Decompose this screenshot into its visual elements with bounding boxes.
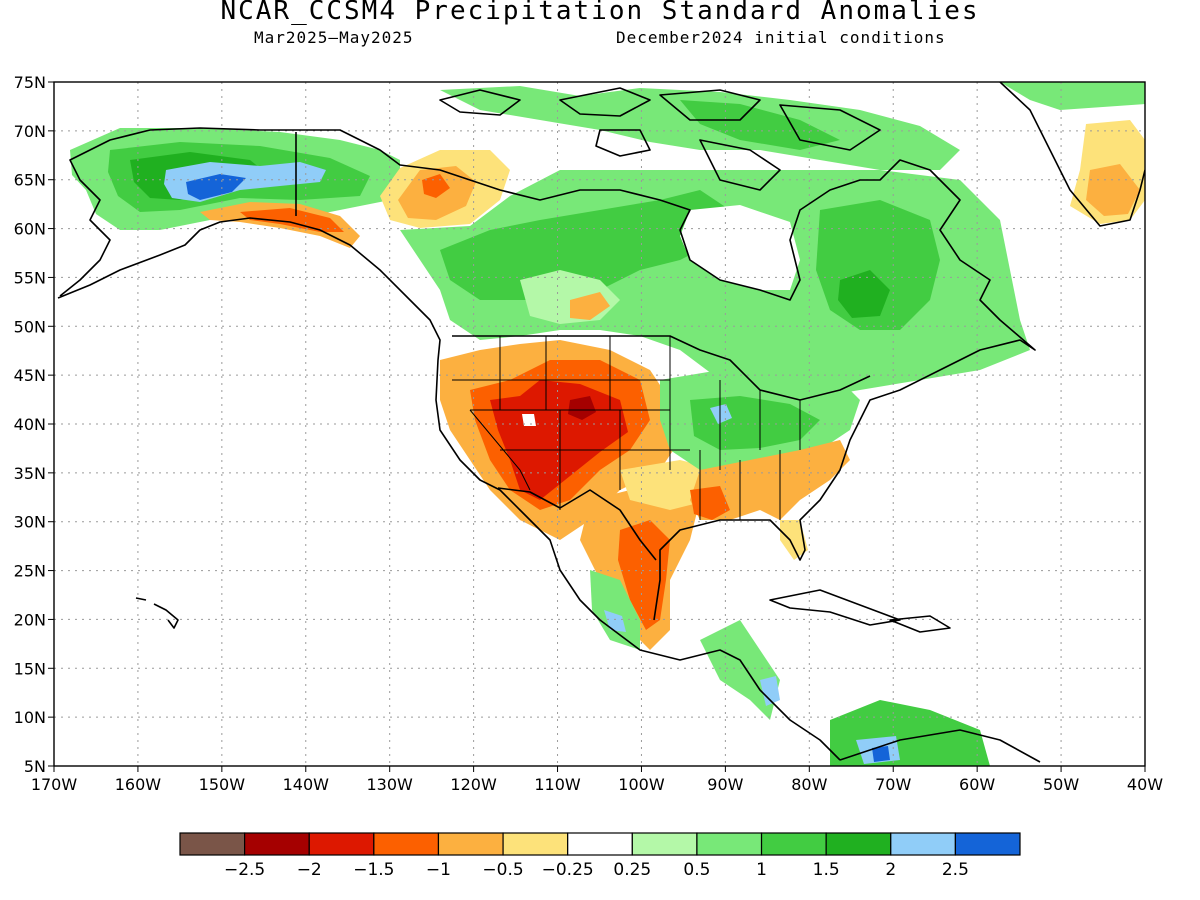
colorbar-label: −0.5 (482, 860, 523, 880)
colorbar-swatch (567, 832, 633, 856)
lon-tick-label: 80W (791, 775, 827, 794)
lat-tick-label: 75N (14, 73, 46, 92)
lat-tick-label: 40N (14, 415, 46, 434)
state-lines (452, 336, 801, 520)
lat-tick-label: 15N (14, 659, 46, 678)
colorbar-swatch (373, 832, 440, 856)
central-am-blue (760, 676, 780, 706)
colorbar-swatch (179, 832, 246, 856)
colorbar-swatch (696, 832, 763, 856)
lat-tick-label: 35N (14, 464, 46, 483)
colombia-deep-blue (872, 746, 890, 762)
plot-area (54, 82, 1145, 766)
colorbar-swatch (244, 832, 310, 856)
colorbar-label: −1.5 (353, 860, 394, 880)
coastlines (57, 82, 1145, 763)
colorbar-label: −0.25 (542, 860, 594, 880)
colorbar-swatch (631, 832, 698, 856)
lat-tick-label: 25N (14, 562, 46, 581)
lon-tick-label: 110W (534, 775, 581, 794)
colorbar-label: 1 (756, 860, 767, 880)
anomaly-shading (70, 82, 1145, 766)
colorbar-label: 2 (885, 860, 896, 880)
caribbean-wet (700, 620, 780, 720)
lat-tick-label: 45N (14, 366, 46, 385)
canada-wet-core (440, 190, 730, 300)
north-america-coast (57, 127, 1041, 763)
colorbar-label: −2.5 (224, 860, 265, 880)
colorbar-swatch (760, 832, 827, 856)
us-mexico-border (497, 487, 657, 561)
lon-tick-label: 140W (283, 775, 330, 794)
colorbar-swatch (308, 832, 375, 856)
lon-tick-label: 40W (1127, 775, 1163, 794)
lat-tick-label: 70N (14, 122, 46, 141)
prairie-dry-spot (570, 292, 610, 320)
caribbean-islands (769, 589, 951, 633)
colorbar-label: −1 (426, 860, 451, 880)
nevada-white (522, 414, 536, 426)
us-canada-border (452, 335, 871, 401)
lon-tick-label: 160W (115, 775, 162, 794)
colorbar-swatch (954, 832, 1021, 856)
arctic-wet-core (680, 100, 840, 150)
canada-east-core (838, 270, 890, 318)
colorbar-label: −2 (297, 860, 322, 880)
lon-tick-label: 150W (199, 775, 246, 794)
hawaii-islands (135, 597, 179, 629)
init-subtitle: December2024 initial conditions (616, 28, 946, 47)
colorbar-swatch (437, 832, 504, 856)
lat-tick-label: 50N (14, 317, 46, 336)
yukon-dry-spot (422, 174, 450, 198)
arctic-islands (439, 87, 881, 191)
lon-tick-label: 50W (1043, 775, 1079, 794)
alaska-deep-blue (186, 174, 246, 200)
greenland-wet (1000, 82, 1145, 110)
greenland-coast (999, 82, 1145, 227)
lat-tick-label: 55N (14, 268, 46, 287)
lon-tick-label: 90W (707, 775, 743, 794)
axes: 170W 160W 150W 140W 130W 120W 110W 100W 90W 80W 70… (14, 73, 1164, 794)
lat-tick-label: 20N (14, 610, 46, 629)
colorbar-label: 0.25 (613, 860, 651, 880)
lat-tick-label: 30N (14, 513, 46, 532)
lon-tick-label: 60W (959, 775, 995, 794)
gulf-alaska-dry-core (240, 208, 344, 232)
lon-tick-label: 170W (31, 775, 78, 794)
season-subtitle: Mar2025–May2025 (254, 28, 414, 47)
gulf-alaska-dry (200, 202, 360, 248)
southeast-dry (690, 440, 850, 520)
hudson-white (680, 205, 800, 290)
mexico-wet (590, 570, 640, 650)
lat-tick-label: 60N (14, 220, 46, 239)
lat-tick-label: 5N (24, 757, 46, 776)
lon-tick-label: 120W (450, 775, 497, 794)
lon-tick-label: 70W (875, 775, 911, 794)
colorbar-label: 2.5 (942, 860, 969, 880)
lat-tick-label: 10N (14, 708, 46, 727)
colorbar-label: 0.5 (683, 860, 710, 880)
greenland-dry-core (1086, 164, 1140, 216)
midwest-blue (710, 404, 732, 424)
colorbar-swatch (502, 832, 569, 856)
chart-title: NCAR_CCSM4 Precipitation Standard Anomal… (220, 0, 980, 26)
lat-tick-label: 65N (14, 171, 46, 190)
west-us-extreme (568, 396, 596, 420)
lon-tick-label: 100W (618, 775, 665, 794)
colorbar-swatch (890, 832, 956, 856)
lon-tick-label: 130W (367, 775, 414, 794)
colorbar-label: 1.5 (813, 860, 840, 880)
colorbar: −2.5 −2 −1.5 −1 −0.5 −0.25 0.25 0.5 1 1.5 2 2.5 (179, 832, 1021, 880)
colorbar-swatch (825, 832, 892, 856)
